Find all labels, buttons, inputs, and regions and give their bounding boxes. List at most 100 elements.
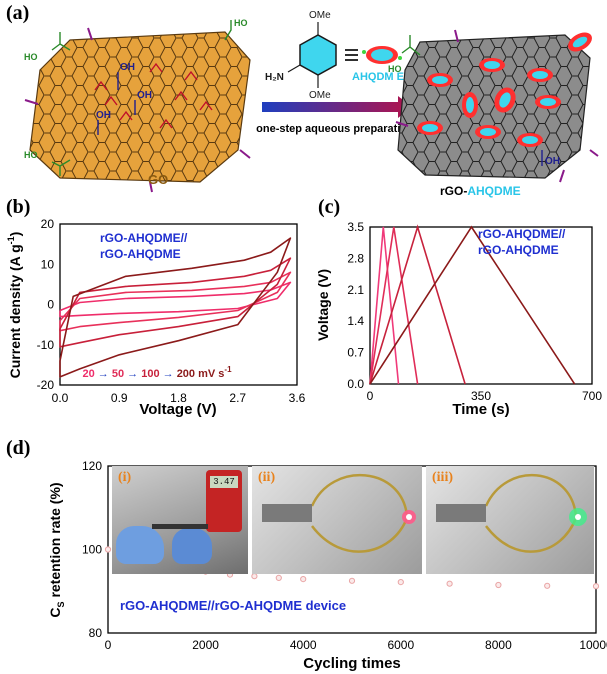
photo-tag-i: (i)	[118, 470, 132, 485]
d-xtick-0: 0	[105, 638, 112, 652]
c-xtick-0: 0	[367, 389, 374, 403]
go-cooh-label-2: HO	[234, 18, 248, 28]
b-legend-line-2: rGO-AHQDME	[100, 247, 181, 261]
d-xtick-1: 2000	[192, 638, 219, 652]
b-xtick-4: 3.6	[289, 391, 306, 405]
gloved-hand-right	[172, 528, 212, 564]
rate-100: 100	[141, 368, 159, 380]
retention-point	[495, 581, 502, 589]
b-xtick-3: 2.7	[229, 391, 246, 405]
c-xtick-2: 700	[582, 389, 602, 403]
b-xtick-1: 0.9	[111, 391, 128, 405]
d-ylabel-end: retention rate (%)	[47, 482, 63, 601]
panel-d-cycling-chart: 0 2000 4000 6000 8000 10000 80 100 120 rGO-AHQD…	[47, 459, 607, 672]
y-tick-labels: -20 -10 0 10 20	[37, 217, 55, 392]
molecule-icon	[362, 46, 402, 64]
retention-point	[275, 574, 282, 582]
c-ylabel: Voltage (V)	[315, 269, 331, 341]
ahqdme-molecule	[287, 22, 337, 88]
gcd-curve-0	[369, 226, 400, 385]
product-label: rGO-AHQDME	[440, 184, 521, 198]
panel-a-scheme: OH OH OH HO HO HO GO OMe OMe H₂N AHQDM E…	[24, 10, 599, 198]
b-ytick-4: 20	[41, 217, 55, 231]
equivalence-sign	[345, 49, 358, 61]
panel-d-label: (d)	[6, 437, 31, 459]
b-ylabel-sup: -1	[6, 236, 16, 244]
y-tick-labels: 0.0 0.7 1.4 2.1 2.8 3.5	[347, 220, 364, 391]
b-xtick-0: 0.0	[52, 391, 69, 405]
retention-point	[446, 580, 453, 587]
panel-c-gcd-chart: 0 350 700 0.00.71.42.12.83.5 rGO-AHQDME// …	[315, 220, 602, 418]
go-cooh-label-1: HO	[24, 52, 38, 62]
reaction-arrow	[262, 96, 412, 118]
d-xtick-3: 6000	[387, 638, 414, 652]
retention-point	[104, 546, 112, 553]
go-cooh-label-3: HO	[24, 150, 38, 160]
c-ytick-0: 0.0	[347, 377, 364, 391]
multimeter-display: 3.47	[210, 476, 238, 488]
b-ytick-0: -20	[37, 378, 55, 392]
epoxide-groups	[94, 62, 213, 129]
molecule-name: AHQDM E	[352, 71, 404, 83]
device-label: rGO-AHQDME//rGO-AHQDME device	[120, 598, 346, 613]
photo-multimeter: 3.47 (i)	[112, 466, 248, 574]
cv-curve-100	[59, 257, 292, 348]
gcd-curve-2	[369, 224, 466, 385]
ome-top-label: OMe	[309, 10, 331, 21]
photo-red-led: (ii)	[252, 466, 422, 574]
reaction-condition: one-step aqueous preparation	[256, 123, 414, 135]
rate-20: 20	[82, 368, 94, 380]
photo-green-led: (iii)	[426, 466, 594, 574]
d-ytick-0: 80	[89, 626, 103, 640]
x-tick-labels: 0 2000 4000 6000 8000 10000	[105, 638, 607, 652]
reaction-condition-text: one-step aqueous preparation	[256, 123, 414, 135]
x-tick-labels: 0.0 0.9 1.8 2.7 3.6	[52, 391, 306, 405]
rgo-oh-label: OH	[545, 156, 560, 167]
c-ytick-5: 3.5	[347, 220, 364, 234]
photo-tag-iii: (iii)	[432, 470, 453, 485]
d-xtick-2: 4000	[290, 638, 317, 652]
panel-a-label: (a)	[6, 2, 30, 24]
c-ytick-3: 2.1	[347, 283, 364, 297]
go-oh-label-1: OH	[120, 62, 135, 73]
panel-b-cv-chart: 0.0 0.9 1.8 2.7 3.6 -20 -10 0 10 20 rGO-AHQDME//…	[6, 217, 306, 418]
retention-point	[251, 573, 258, 580]
cv-curves	[59, 237, 292, 378]
cv-curve-200	[59, 237, 292, 378]
b-ylabel-end: )	[7, 232, 23, 237]
go-label: GO	[148, 172, 168, 187]
cv-curve-20	[59, 281, 292, 318]
panel-c-label: (c)	[318, 196, 341, 218]
gcd-curves	[369, 224, 576, 385]
gcd-curve-1	[369, 226, 419, 385]
b-ytick-3: 10	[41, 257, 55, 271]
gloved-hand-left	[116, 526, 164, 564]
b-ylabel: Current density (A g-1)	[6, 232, 23, 379]
d-ylabel-main: C	[47, 607, 63, 617]
rate-unit-sup: -1	[224, 365, 232, 374]
retention-point	[348, 577, 356, 584]
b-xlabel: Voltage (V)	[139, 401, 216, 418]
b-legend-line-1: rGO-AHQDME//	[100, 231, 188, 245]
y-tick-labels: 80 100 120	[82, 459, 102, 640]
c-legend-line-2: rGO-AHQDME	[478, 243, 559, 257]
retention-point	[300, 576, 307, 583]
product-prefix: rGO-	[440, 184, 467, 198]
rate-50: 50	[112, 368, 124, 380]
b-ytick-2: 0	[47, 298, 54, 312]
product-suffix: AHQDME	[467, 184, 520, 198]
cv-curve-50	[59, 271, 292, 332]
hydroxyl-groups	[97, 72, 136, 135]
c-legend-line-1: rGO-AHQDME//	[478, 227, 566, 241]
c-ytick-2: 1.4	[347, 314, 364, 328]
d-ytick-1: 100	[82, 543, 102, 557]
rate-200: 200	[177, 368, 195, 380]
c-ytick-4: 2.8	[347, 251, 364, 265]
go-sheet	[29, 31, 251, 183]
b-ytick-1: -10	[37, 338, 55, 352]
h2n-label: H₂N	[265, 72, 284, 83]
ome-bottom-label: OMe	[309, 90, 331, 101]
retention-point	[544, 582, 551, 589]
go-oh-label-3: OH	[96, 110, 111, 121]
rgo-molecules	[417, 32, 592, 147]
